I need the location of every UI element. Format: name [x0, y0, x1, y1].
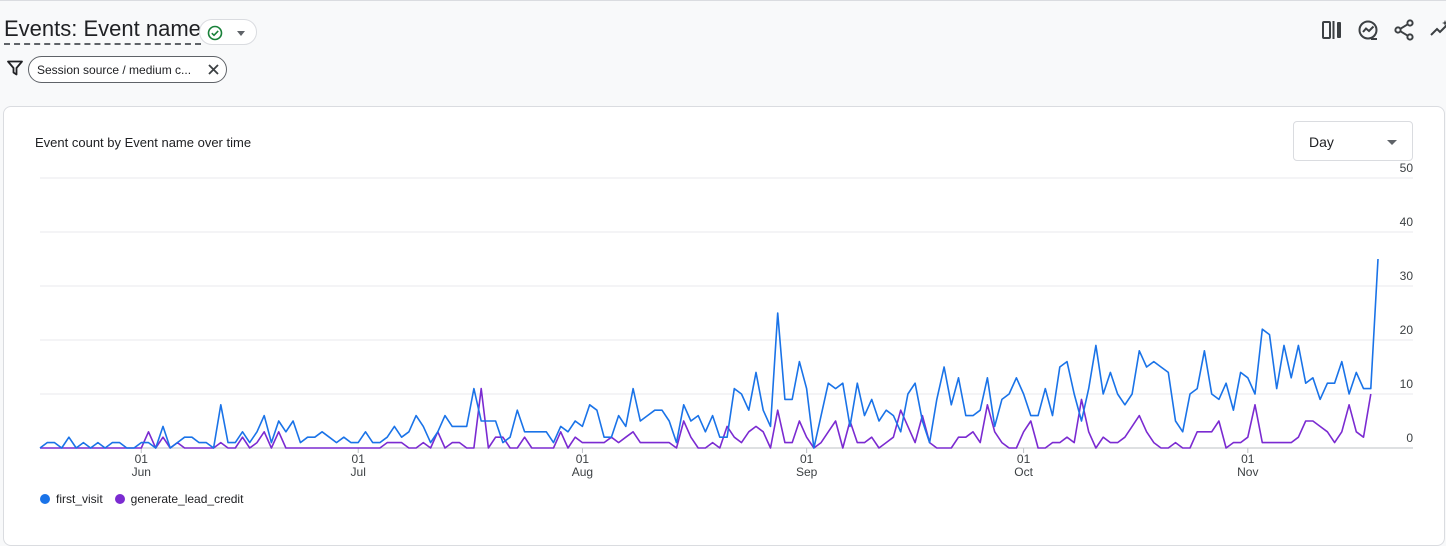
x-tick-day: 01: [576, 452, 590, 466]
y-tick-label: 10: [1400, 377, 1414, 391]
granularity-select[interactable]: Day: [1293, 121, 1413, 161]
top-divider: [0, 0, 1446, 1]
x-tick-month: Jun: [132, 465, 151, 479]
line-chart: 0102030405001Jun01Jul01Aug01Sep01Oct01No…: [39, 161, 1414, 479]
insights-icon[interactable]: [1356, 18, 1380, 42]
x-tick-day: 01: [800, 452, 814, 466]
y-tick-label: 20: [1400, 323, 1414, 337]
legend-label-generate-lead-credit: generate_lead_credit: [130, 492, 244, 506]
x-tick-day: 01: [1241, 452, 1255, 466]
x-tick-day: 01: [135, 452, 149, 466]
chevron-down-icon: [1387, 140, 1397, 145]
chart-legend: first_visit generate_lead_credit: [40, 492, 255, 506]
legend-dot-generate-lead-credit: [114, 494, 125, 504]
x-tick-month: Aug: [572, 465, 593, 479]
filter-chip[interactable]: Session source / medium c...: [28, 56, 227, 83]
y-tick-label: 50: [1400, 161, 1414, 175]
legend-dot-first-visit: [40, 494, 50, 504]
y-tick-label: 40: [1400, 215, 1414, 229]
x-tick-day: 01: [352, 452, 366, 466]
status-dropdown[interactable]: [199, 19, 257, 45]
x-tick-month: Jul: [351, 465, 366, 479]
y-tick-label: 0: [1406, 431, 1413, 445]
close-icon[interactable]: [207, 63, 220, 76]
chart-title: Event count by Event name over time: [35, 135, 252, 150]
y-tick-label: 30: [1400, 269, 1414, 283]
sparkle-icon[interactable]: [1428, 18, 1446, 42]
filter-icon[interactable]: [7, 60, 23, 76]
x-tick-month: Sep: [796, 465, 818, 479]
chart-card: [3, 106, 1445, 546]
x-tick-month: Nov: [1237, 465, 1258, 479]
series-line-first-visit[interactable]: [39, 258, 1379, 449]
legend-item-first-visit[interactable]: first_visit: [40, 492, 103, 506]
page-title[interactable]: Events: Event name: [4, 16, 201, 45]
chevron-down-icon: [237, 31, 245, 36]
series-line-generate-lead-credit[interactable]: [40, 387, 1372, 449]
compare-icon[interactable]: [1320, 18, 1344, 42]
legend-item-generate-lead-credit[interactable]: generate_lead_credit: [114, 492, 244, 506]
granularity-value: Day: [1309, 134, 1334, 150]
filter-chip-label: Session source / medium c...: [37, 63, 192, 77]
share-icon[interactable]: [1392, 18, 1416, 42]
x-tick-month: Oct: [1014, 465, 1033, 479]
check-circle-icon: [207, 25, 223, 41]
legend-label-first-visit: first_visit: [56, 492, 103, 506]
x-tick-day: 01: [1017, 452, 1031, 466]
